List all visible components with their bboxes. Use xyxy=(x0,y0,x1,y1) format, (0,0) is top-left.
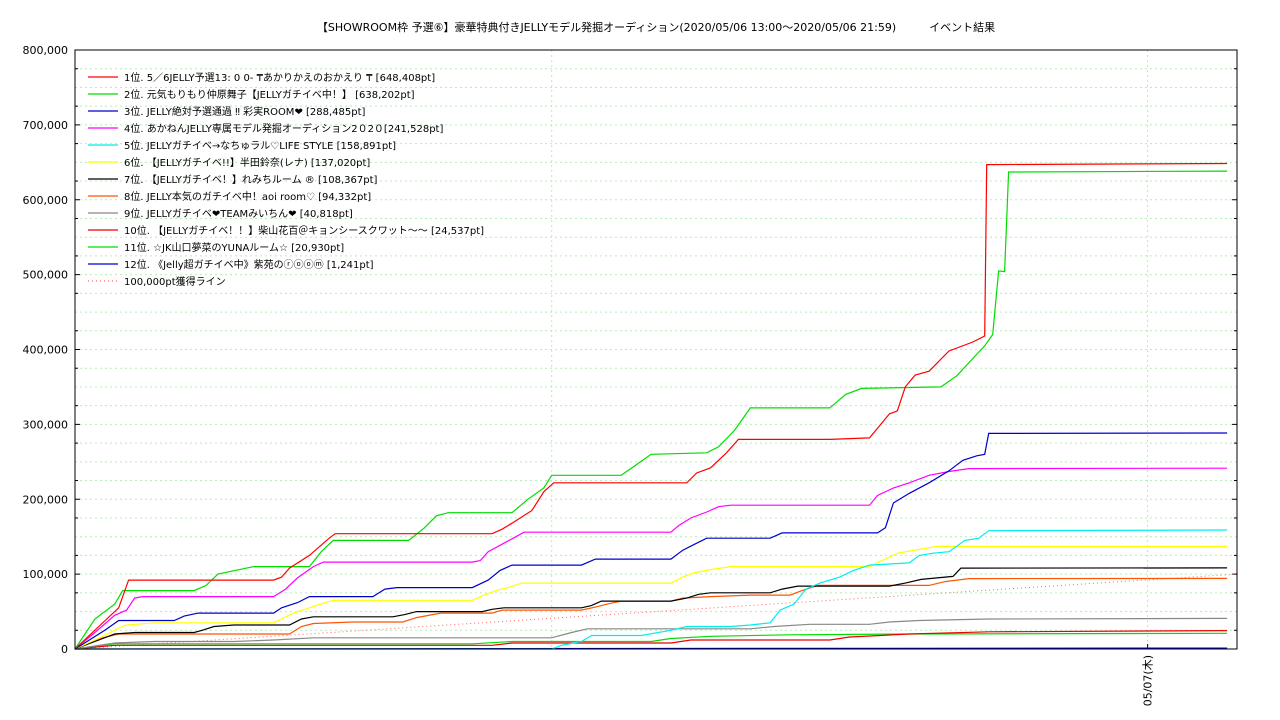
y-tick-label: 200,000 xyxy=(23,493,69,506)
y-tick-label: 500,000 xyxy=(23,269,69,282)
grid-lines xyxy=(75,50,1237,649)
y-tick-label: 400,000 xyxy=(23,344,69,357)
series-line-4 xyxy=(74,467,1228,650)
series-line-1 xyxy=(74,162,1228,650)
series-line-2 xyxy=(74,170,1228,650)
chart-title: 【SHOWROOM枠 予選⑥】豪華特典付きJELLYモデル発掘オーディション(2… xyxy=(317,20,995,34)
legend-label: 6位. 【JELLYガチイベ!!】半田鈴奈(レナ) [137,020pt] xyxy=(124,156,370,169)
x-tick-label: 05/07(木) xyxy=(1142,655,1155,706)
legend-label: 4位. あかねんJELLY専属モデル発掘オーディション2０2０[241,528p… xyxy=(124,122,443,135)
series-line-3 xyxy=(74,432,1228,650)
series-lines xyxy=(74,162,1238,650)
y-tick-label: 600,000 xyxy=(23,194,69,207)
y-axis: 0 100,000 200,000 300,000 400,000 500,000 600,… xyxy=(23,44,1237,656)
legend-label: 11位. ☆JK山口夢菜のYUNAルーム☆ [20,930pt] xyxy=(124,241,344,254)
legend-label: 5位. JELLYガチイベ→なちゅラル♡LIFE STYLE [158,891p… xyxy=(124,139,396,152)
y-tick-label: 300,000 xyxy=(23,418,69,431)
series-line-10 xyxy=(74,629,1228,650)
y-tick-label: 800,000 xyxy=(23,44,69,57)
plot-frame xyxy=(74,49,1238,650)
series-line-5 xyxy=(75,529,1228,650)
legend-label: 10位. 【JELLYガチイベ！！】柴山花百＠キョンシースクワット〜〜 [24,… xyxy=(124,224,484,237)
series-line-7 xyxy=(74,567,1228,650)
y-tick-label: 0 xyxy=(61,643,68,656)
y-tick-label: 100,000 xyxy=(23,568,69,581)
x-axis: 05/07(木) xyxy=(1142,644,1155,706)
series-line-8 xyxy=(74,577,1228,650)
y-tick-label: 700,000 xyxy=(23,119,69,132)
legend-label: 7位. 【JELLYガチイベ！】れみちルーム ® [108,367pt] xyxy=(124,173,377,186)
legend-label: 100,000pt獲得ライン xyxy=(124,275,226,288)
series-line-11 xyxy=(74,632,1228,650)
series-line-6 xyxy=(74,545,1228,650)
legend-label: 8位. JELLY本気のガチイベ中！aoi room♡ [94,332pt] xyxy=(124,190,371,203)
legend: 1位. 5／6JELLY予選13: 0 0- ₸あかりかえのおかえり ₸ [64… xyxy=(88,71,484,288)
legend-label: 1位. 5／6JELLY予選13: 0 0- ₸あかりかえのおかえり ₸ [64… xyxy=(124,71,435,84)
legend-label: 2位. 元気もりもり仲原舞子【JELLYガチイベ中！】 [638,202pt] xyxy=(124,88,415,101)
series-line-9 xyxy=(74,617,1228,650)
legend-label: 3位. JELLY絶対予選通過 ‼ 彩実ROOM❤ [288,485pt] xyxy=(124,105,366,118)
legend-label: 12位. 《Jelly超ガチイベ中》紫苑のⓡⓞⓞⓜ [1,241pt] xyxy=(124,258,374,271)
legend-label: 9位. JELLYガチイベ❤TEAMみいちん❤ [40,818pt] xyxy=(124,207,353,220)
